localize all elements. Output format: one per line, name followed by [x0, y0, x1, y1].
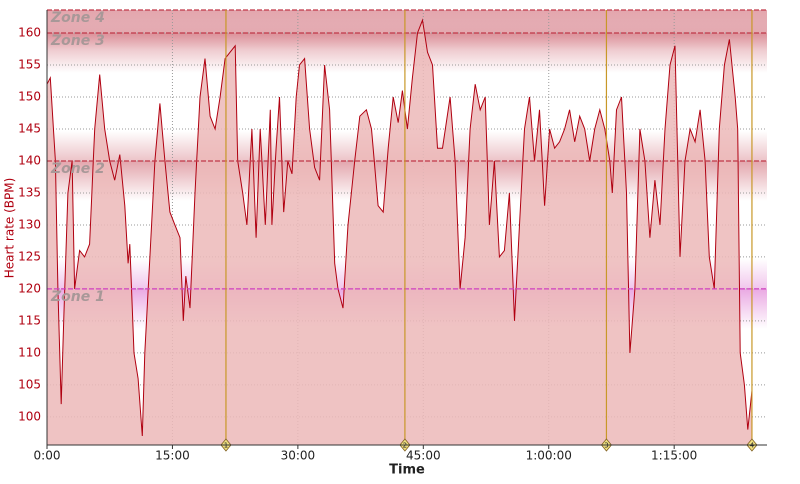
y-tick-label: 155 — [18, 58, 41, 72]
zone-label: Zone 3 — [50, 33, 105, 49]
y-tick-label: 145 — [18, 121, 41, 135]
x-tick-label: 1:15:00 — [651, 449, 697, 463]
hr-area — [47, 20, 752, 445]
y-tick-label: 130 — [18, 217, 41, 231]
x-axis-label: Time — [389, 463, 425, 478]
y-tick-label: 160 — [18, 26, 41, 40]
y-tick-label: 110 — [18, 345, 41, 359]
y-tick-label: 115 — [18, 313, 41, 327]
y-tick-label: 120 — [18, 281, 41, 295]
hr-line — [46, 18, 753, 437]
zone-label: Zone 4 — [50, 10, 105, 26]
y-axis-label: Heart rate (BPM) — [3, 178, 17, 279]
y-tick-label: 150 — [18, 90, 41, 104]
zone-label: Zone 1 — [50, 289, 105, 305]
y-tick-label: 140 — [18, 153, 41, 167]
y-tick-label: 125 — [18, 249, 41, 263]
zone-band — [47, 10, 767, 50]
x-tick-label: 45:00 — [406, 449, 441, 463]
y-tick-label: 100 — [18, 409, 41, 423]
x-tick-label: 30:00 — [281, 449, 316, 463]
y-tick-label: 135 — [18, 185, 41, 199]
x-tick-label: 1:00:00 — [526, 449, 572, 463]
x-tick-label: 15:00 — [155, 449, 190, 463]
x-tick-label: 0:00 — [34, 449, 61, 463]
zone-label: Zone 2 — [50, 161, 105, 177]
y-tick-label: 105 — [18, 377, 41, 391]
